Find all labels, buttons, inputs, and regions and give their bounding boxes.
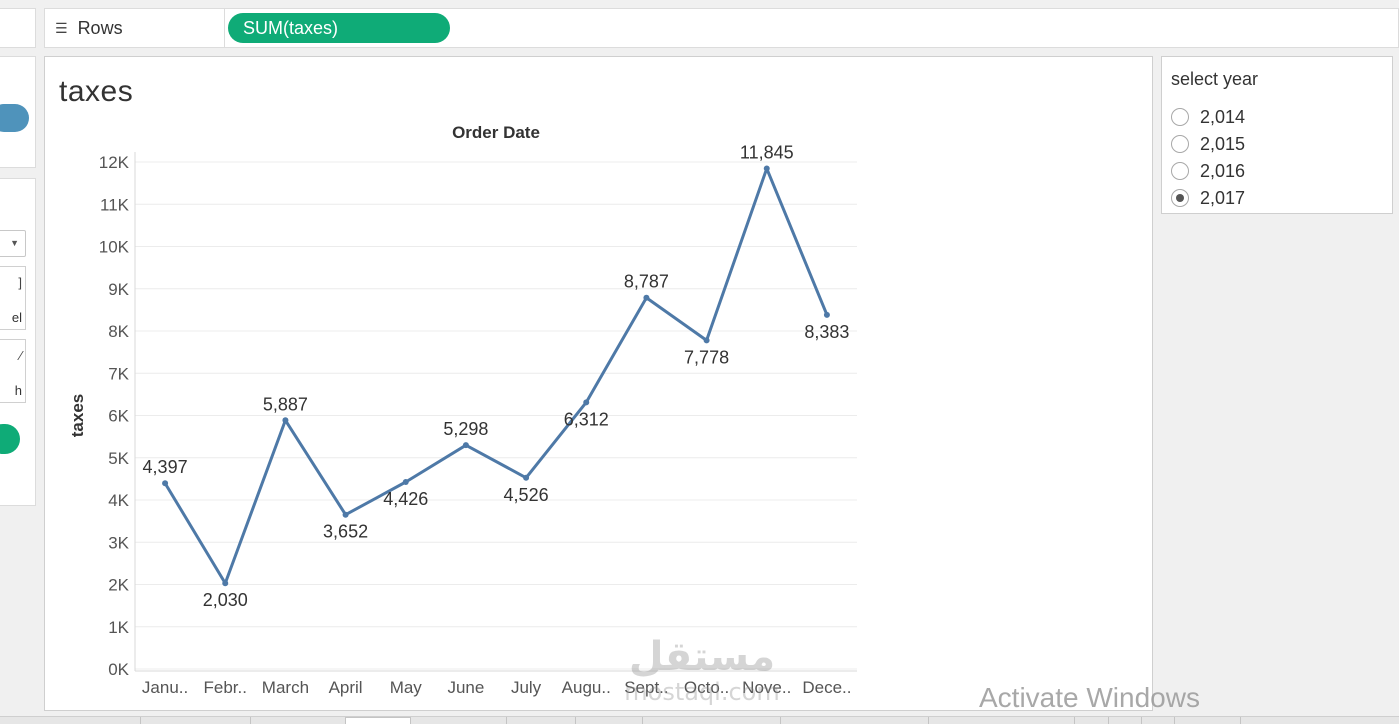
filter-option-label: 2,016: [1200, 160, 1246, 181]
data-label: 3,652: [323, 522, 368, 542]
data-point: [763, 165, 770, 172]
data-point: [162, 480, 169, 487]
y-tick-label: 5K: [108, 449, 129, 468]
y-axis-label: taxes: [68, 394, 87, 437]
rows-shelf: ☰ Rows SUM(taxes): [44, 8, 1399, 48]
sheet-title: taxes: [59, 75, 134, 108]
x-tick-label: July: [511, 678, 542, 697]
rows-label-text: Rows: [77, 17, 123, 38]
label-icon: ]: [18, 275, 22, 290]
chevron-down-icon: ▼: [10, 238, 19, 248]
x-tick-label: Augu..: [562, 678, 611, 697]
data-label: 5,887: [263, 394, 308, 414]
rows-list-icon: ☰: [55, 19, 68, 36]
radio-2016[interactable]: [1171, 162, 1189, 180]
data-label: 7,778: [684, 347, 729, 367]
y-tick-label: 9K: [108, 280, 129, 299]
data-label: 2,030: [203, 590, 248, 610]
radio-2014[interactable]: [1171, 108, 1189, 126]
sum-taxes-pill-text: SUM(taxes): [243, 17, 339, 38]
left-panel-strip: ▼ ] el ⁄ h: [0, 0, 36, 724]
y-tick-label: 12K: [99, 153, 130, 172]
x-tick-label: Dece..: [802, 678, 851, 697]
mark-type-dropdown[interactable]: ▼: [0, 230, 26, 257]
y-tick-label: 7K: [108, 364, 129, 383]
data-point: [823, 311, 830, 318]
filter-title: select year: [1171, 69, 1259, 89]
x-tick-label: Sept..: [624, 678, 668, 697]
chart-title: Order Date: [452, 123, 540, 142]
radio-2015[interactable]: [1171, 135, 1189, 153]
left-shelf-box: [0, 8, 36, 48]
path-mark-text: h: [14, 383, 22, 398]
sum-taxes-pill[interactable]: SUM(taxes): [228, 13, 450, 43]
chart-panel: taxes 0K 1K 2K 3K 4K 5K 6K 7K 8K 9K 10K 11K 12K Order…: [44, 56, 1153, 711]
data-point: [703, 337, 710, 344]
data-label: 4,397: [143, 457, 188, 477]
rows-shelf-label: ☰ Rows: [45, 9, 225, 47]
data-label: 11,845: [740, 143, 794, 163]
sheet-tabs-strip: [0, 716, 1399, 724]
filter-option-label: 2,017: [1200, 187, 1246, 208]
data-point: [523, 474, 530, 481]
filter-option-label: 2,014: [1200, 106, 1246, 127]
path-mark-button[interactable]: ⁄ h: [0, 339, 26, 403]
x-tick-label: June: [447, 678, 484, 697]
filter-option-2016[interactable]: 2,016: [1171, 159, 1245, 183]
x-tick-label: May: [390, 678, 423, 697]
filter-option-2014[interactable]: 2,014: [1171, 105, 1245, 129]
y-tick-label: 1K: [108, 618, 129, 637]
y-tick-label: 0K: [108, 660, 129, 679]
x-tick-label: March: [262, 678, 309, 697]
mostaql-arabic-text: مستقل: [629, 634, 775, 680]
y-tick-label: 2K: [108, 576, 129, 595]
filter-option-label: 2,015: [1200, 133, 1246, 154]
data-point: [583, 399, 590, 406]
mostaql-latin-text: mostaql.com: [624, 678, 779, 706]
x-tick-label: April: [329, 678, 363, 697]
label-mark-button[interactable]: ] el: [0, 266, 26, 330]
data-label: 4,526: [504, 485, 549, 505]
dimension-pill[interactable]: [0, 104, 29, 132]
y-tick-label: 10K: [99, 238, 130, 257]
data-point: [222, 580, 229, 587]
year-filter-panel: select year 2,014 2,015 2,016 2,017: [1161, 56, 1393, 214]
series-line: [163, 167, 829, 585]
measure-pill[interactable]: [0, 424, 20, 454]
data-label: 6,312: [564, 409, 609, 429]
y-tick-label: 3K: [108, 533, 129, 552]
activate-windows-watermark: Activate Windows: [979, 682, 1200, 713]
y-tick-label: 6K: [108, 407, 129, 426]
x-tick-label: Octo..: [684, 678, 729, 697]
label-mark-text: el: [11, 310, 22, 325]
y-tick-label: 8K: [108, 322, 129, 341]
line-chart: 0K 1K 2K 3K 4K 5K 6K 7K 8K 9K 10K 11K 12K Order Date t…: [68, 123, 857, 697]
active-sheet-tab[interactable]: [345, 717, 411, 724]
x-tick-label: Janu..: [142, 678, 188, 697]
data-label: 8,787: [624, 272, 669, 292]
data-point: [282, 417, 289, 424]
data-point: [643, 294, 650, 301]
filter-option-2015[interactable]: 2,015: [1171, 132, 1245, 156]
data-point: [342, 511, 349, 518]
data-point: [462, 442, 469, 449]
y-tick-label: 11K: [100, 195, 130, 214]
filter-option-2017[interactable]: 2,017: [1171, 186, 1245, 210]
x-tick-label: Febr..: [204, 678, 247, 697]
radio-2017[interactable]: [1171, 189, 1189, 207]
mostaql-watermark: مستقل mostaql.com: [624, 634, 779, 706]
x-tick-label: Nove..: [742, 678, 791, 697]
data-label: 4,426: [383, 489, 428, 509]
path-icon: ⁄: [19, 348, 22, 363]
data-label: 5,298: [443, 419, 488, 439]
y-tick-label: 4K: [108, 491, 129, 510]
data-label: 8,383: [804, 322, 849, 342]
data-point: [402, 479, 409, 486]
